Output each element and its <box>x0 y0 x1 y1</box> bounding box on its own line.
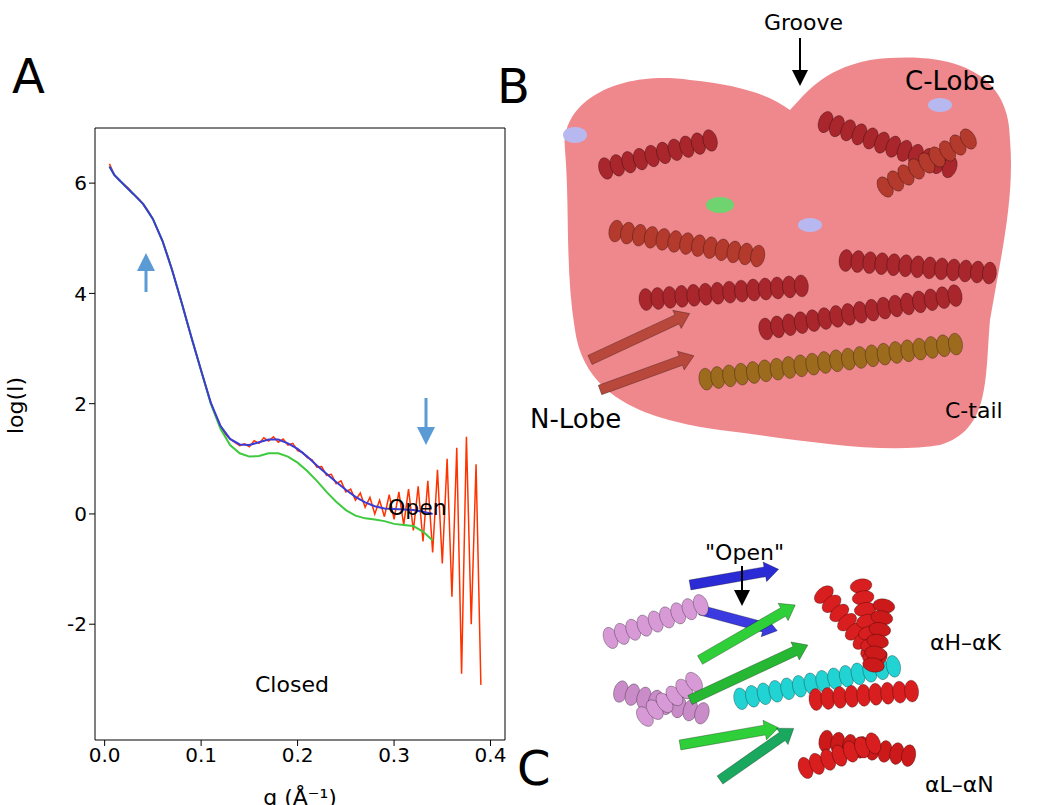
svg-text:C-Lobe: C-Lobe <box>905 66 995 96</box>
svg-text:N-Lobe: N-Lobe <box>530 404 621 434</box>
html-text:Open: Open <box>388 495 447 520</box>
svg-text:6: 6 <box>74 171 87 195</box>
svg-text:-2: -2 <box>67 612 87 636</box>
html-text:C: C <box>517 740 551 796</box>
svg-text:q (Å⁻¹): q (Å⁻¹) <box>263 784 337 805</box>
svg-text:2: 2 <box>74 392 87 416</box>
svg-text:0.4: 0.4 <box>475 743 507 767</box>
svg-text:0.2: 0.2 <box>282 743 314 767</box>
svg-text:0.1: 0.1 <box>185 743 217 767</box>
svg-text:4: 4 <box>74 282 87 306</box>
svg-text:"Open": "Open" <box>705 540 784 565</box>
svg-text:0.3: 0.3 <box>378 743 410 767</box>
html-text:B: B <box>497 58 530 114</box>
svg-text:αL–αN: αL–αN <box>925 772 994 797</box>
svg-text:Groove: Groove <box>764 10 843 35</box>
svg-text:0.0: 0.0 <box>89 743 121 767</box>
svg-text:αH–αK: αH–αK <box>930 630 1002 655</box>
html-text:A: A <box>12 48 45 104</box>
html-text:Closed: Closed <box>255 672 329 697</box>
svg-text:0: 0 <box>74 502 87 526</box>
svg-text:log(I): log(I) <box>8 377 28 434</box>
svg-text:C-tail: C-tail <box>945 398 1003 423</box>
